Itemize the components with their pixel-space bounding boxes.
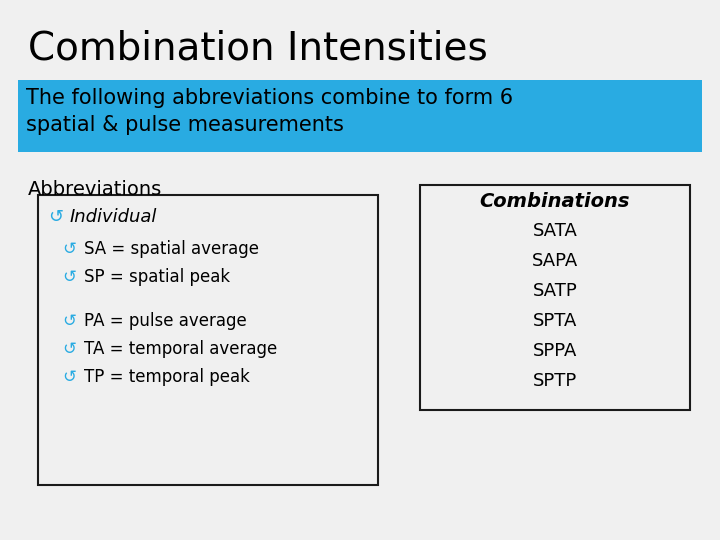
Text: SATP: SATP bbox=[533, 282, 577, 300]
Text: ↺: ↺ bbox=[62, 368, 76, 386]
Text: Combinations: Combinations bbox=[480, 192, 630, 211]
Text: ↺: ↺ bbox=[62, 268, 76, 286]
Text: SP = spatial peak: SP = spatial peak bbox=[84, 268, 230, 286]
Text: PA = pulse average: PA = pulse average bbox=[84, 312, 247, 330]
Text: SPTP: SPTP bbox=[533, 372, 577, 390]
Text: Combination Intensities: Combination Intensities bbox=[28, 30, 487, 68]
Text: SPTA: SPTA bbox=[533, 312, 577, 330]
Text: ↺: ↺ bbox=[48, 208, 63, 226]
Text: TA = temporal average: TA = temporal average bbox=[84, 340, 277, 358]
Text: Abbreviations: Abbreviations bbox=[28, 180, 162, 199]
Text: ↺: ↺ bbox=[62, 312, 76, 330]
Text: SPPA: SPPA bbox=[533, 342, 577, 360]
Text: SATA: SATA bbox=[533, 222, 577, 240]
Text: SA = spatial average: SA = spatial average bbox=[84, 240, 259, 258]
Bar bbox=[420, 185, 690, 410]
Text: Individual: Individual bbox=[70, 208, 158, 226]
Text: spatial & pulse measurements: spatial & pulse measurements bbox=[26, 115, 344, 135]
Text: TP = temporal peak: TP = temporal peak bbox=[84, 368, 250, 386]
Bar bbox=[18, 80, 702, 152]
Bar bbox=[38, 195, 378, 485]
Text: SAPA: SAPA bbox=[532, 252, 578, 270]
Text: ↺: ↺ bbox=[62, 240, 76, 258]
Text: The following abbreviations combine to form 6: The following abbreviations combine to f… bbox=[26, 88, 513, 108]
Text: ↺: ↺ bbox=[62, 340, 76, 358]
